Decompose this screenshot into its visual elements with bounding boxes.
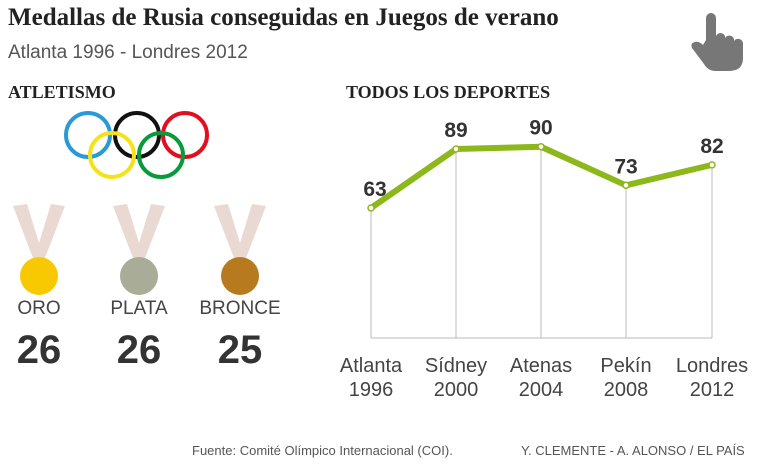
ribbon <box>113 204 143 258</box>
data-point <box>452 145 460 153</box>
data-label: 89 <box>444 119 467 142</box>
x-tick-label: 2000 <box>434 379 479 401</box>
data-label: 82 <box>700 135 723 158</box>
data-point <box>367 204 375 212</box>
data-label: 90 <box>529 117 552 140</box>
medal-disc <box>120 257 158 295</box>
medal-count: 26 <box>16 328 62 372</box>
x-tick-label: Atlanta <box>340 355 403 377</box>
x-tick-label: Sídney <box>425 355 487 377</box>
x-tick-label: Londres <box>676 355 748 377</box>
page-title: Medallas de Rusia conseguidas en Juegos … <box>8 4 559 31</box>
credit-note: Y. CLEMENTE - A. ALONSO / EL PAÍS <box>521 443 745 458</box>
ribbon <box>214 204 244 258</box>
medal-bronce <box>214 204 266 295</box>
data-point <box>622 181 630 190</box>
data-point <box>537 142 545 151</box>
medal-label: PLATA <box>110 298 168 319</box>
ribbon <box>13 204 43 258</box>
page-subtitle: Atlanta 1996 - Londres 2012 <box>8 42 248 63</box>
data-label: 63 <box>363 178 386 201</box>
medal-label: BRONCE <box>199 298 281 319</box>
source-note: Fuente: Comité Olímpico Internacional (C… <box>192 443 453 458</box>
ribbon <box>236 204 266 258</box>
x-tick-label: Atenas <box>510 355 572 377</box>
medal-plata <box>113 204 165 295</box>
x-tick-label: 1996 <box>349 379 394 401</box>
olympic-rings <box>64 111 209 179</box>
x-tick-label: 2012 <box>690 379 735 401</box>
hand-pointer-icon <box>691 13 743 71</box>
medal-disc <box>221 257 259 295</box>
medal-count: 25 <box>217 328 263 372</box>
medal-label: ORO <box>17 298 61 319</box>
ribbon <box>35 204 65 258</box>
chart-title: TODOS LOS DEPORTES <box>346 82 551 102</box>
data-point <box>708 161 716 169</box>
x-tick-label: 2008 <box>604 379 649 401</box>
x-tick-label: Pekín <box>600 355 651 377</box>
medal-disc <box>20 257 58 295</box>
medal-oro <box>13 204 65 295</box>
medal-count: 26 <box>116 328 162 372</box>
ribbon <box>135 204 165 258</box>
athletics-heading: ATLETISMO <box>8 82 116 102</box>
x-tick-label: 2004 <box>519 379 564 401</box>
data-label: 73 <box>614 155 637 178</box>
